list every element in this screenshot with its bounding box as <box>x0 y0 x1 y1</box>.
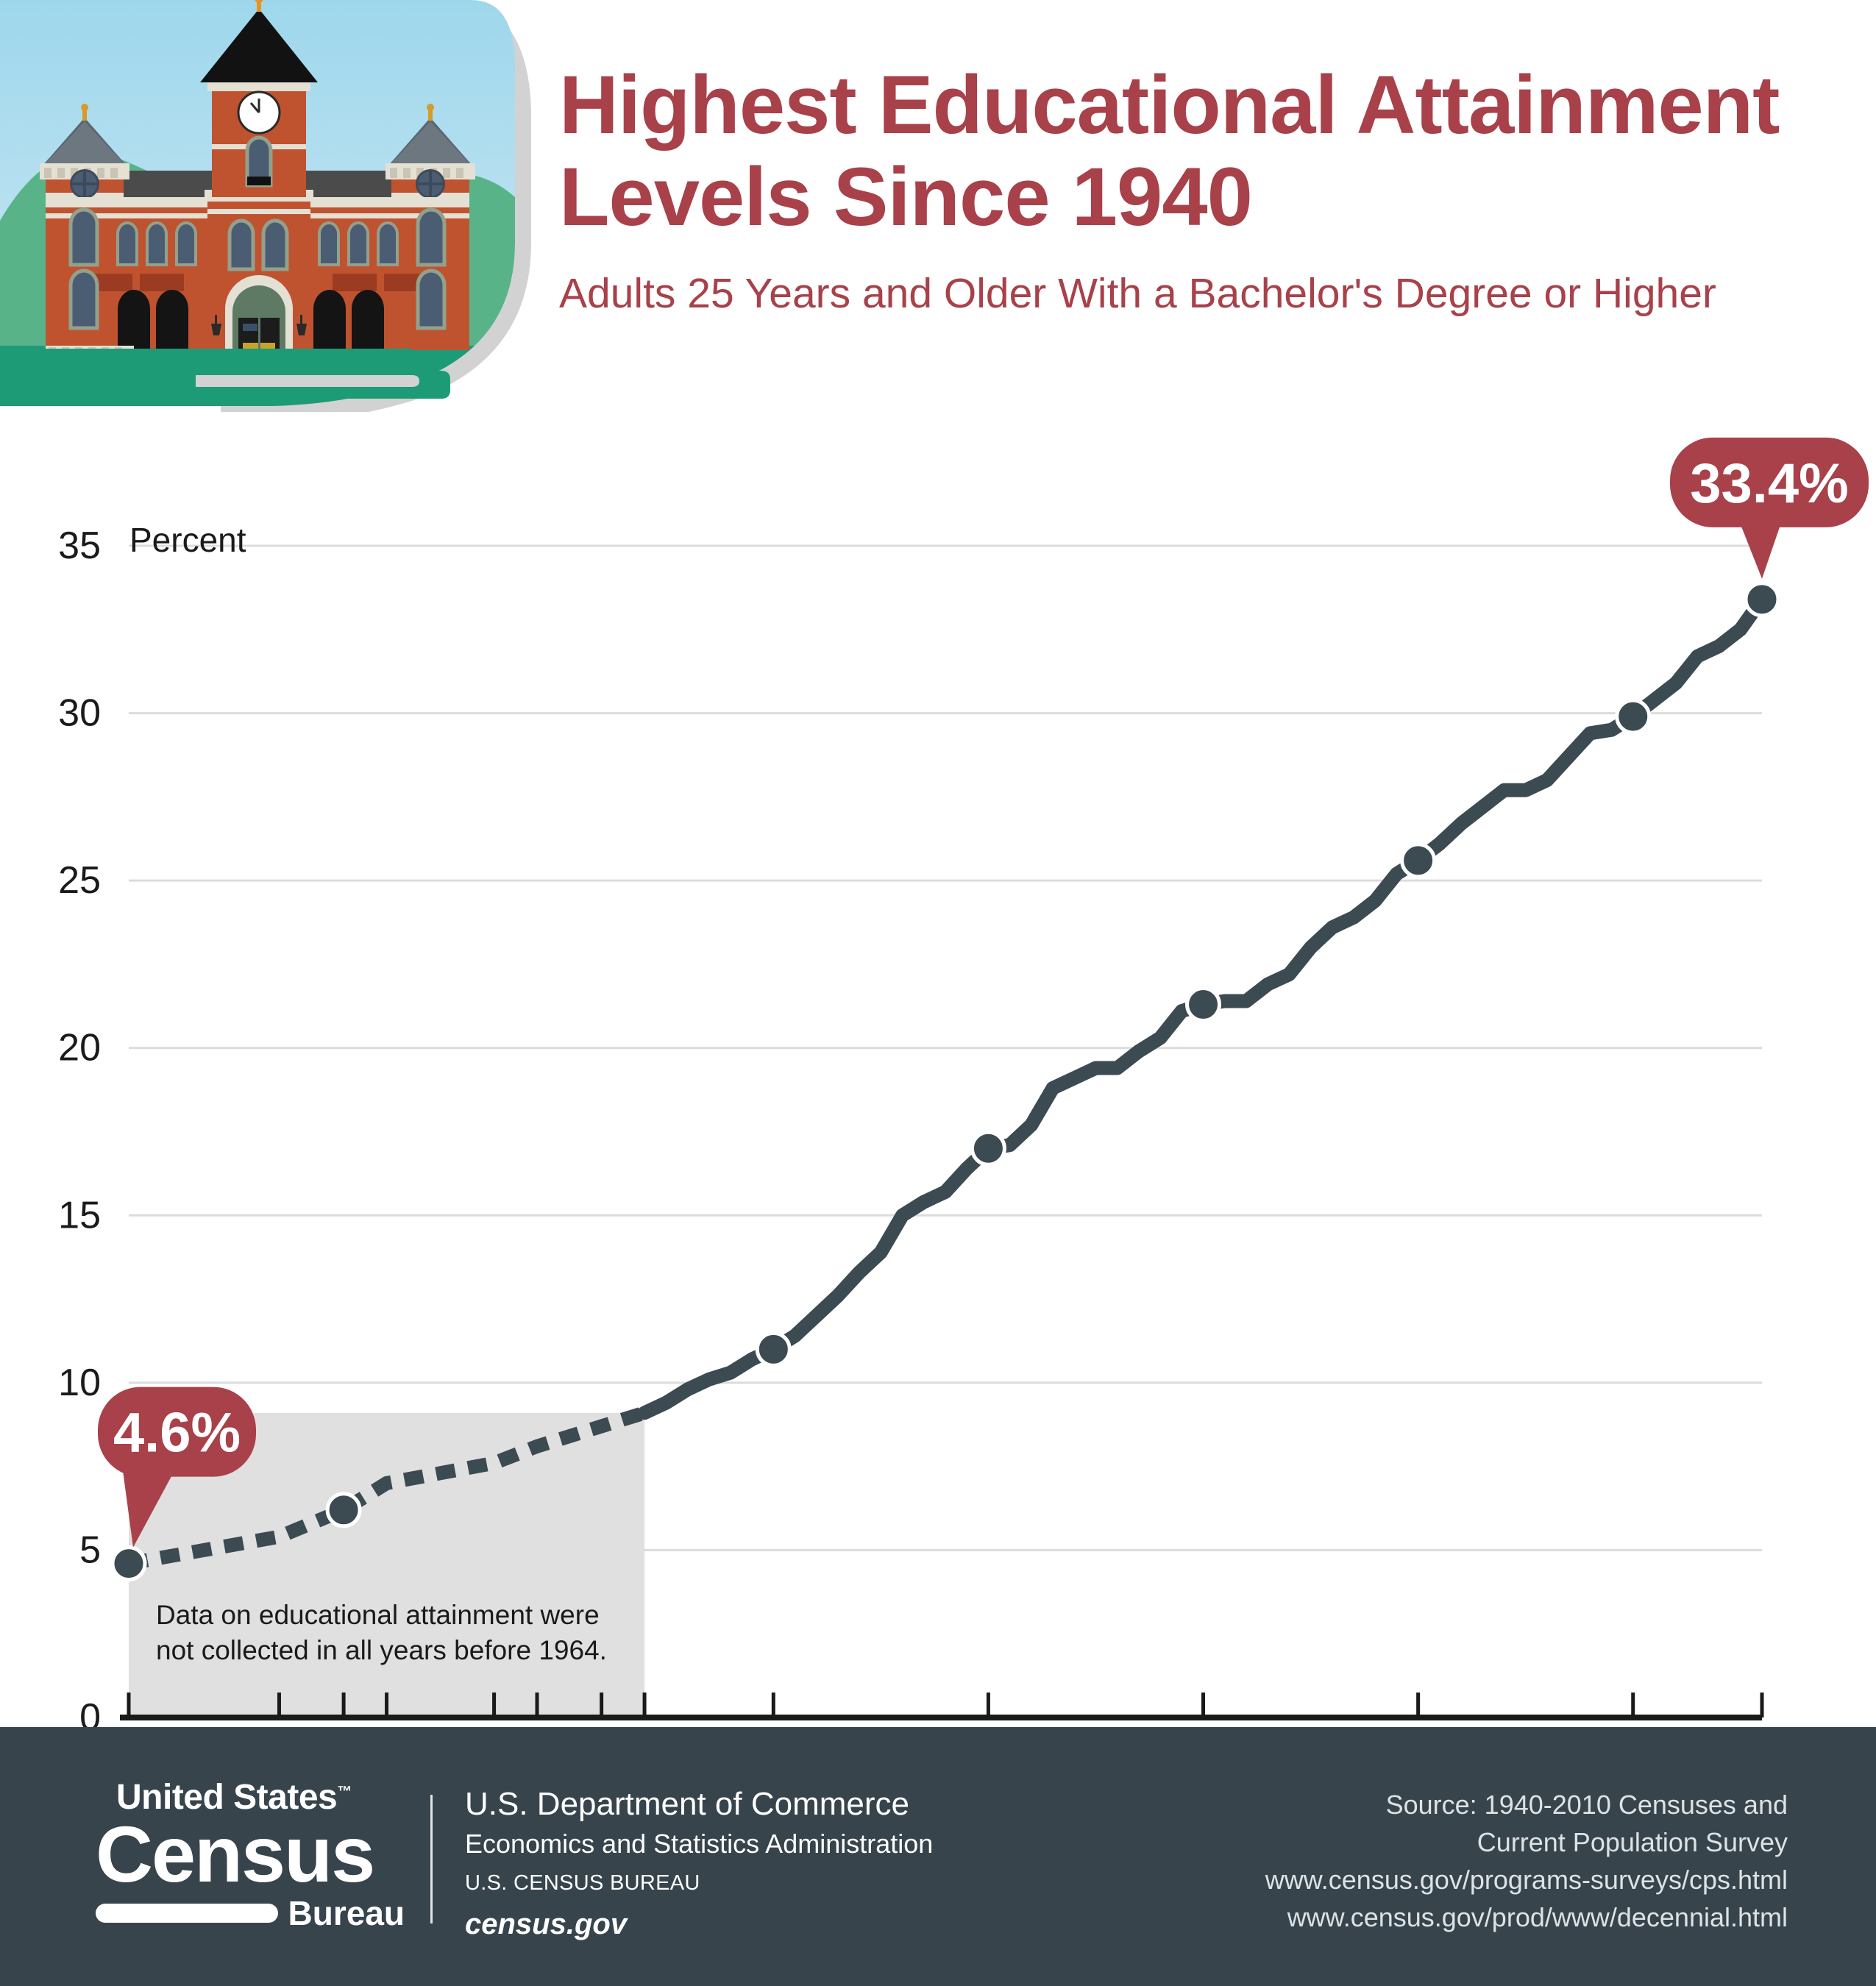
data-point-marker <box>1744 581 1780 618</box>
x-axis-ticks <box>127 1693 1764 1718</box>
data-point-markers <box>110 581 1780 1582</box>
data-point-marker <box>1615 698 1652 735</box>
logo-census-wordmark: Census <box>96 1809 375 1898</box>
callout-tail <box>1740 522 1781 579</box>
y-tick-label: 15 <box>58 1194 101 1236</box>
y-tick-label: 0 <box>79 1696 101 1729</box>
footer: United States™ Census Bureau U.S. Depart… <box>0 1727 1876 1986</box>
data-point-marker <box>325 1492 362 1528</box>
y-tick-label: 20 <box>58 1027 101 1069</box>
area-fill <box>129 1412 645 1718</box>
y-tick-label: 10 <box>58 1362 101 1404</box>
department-block: U.S. Department of Commerce Economics an… <box>465 1784 933 1942</box>
logo-bureau-text: Bureau <box>288 1893 405 1932</box>
facade-window-frames <box>116 221 399 266</box>
y-axis-tick-labels: 0 5 10 15 20 25 30 35 <box>58 524 101 1729</box>
page-subtitle: Adults 25 Years and Older With a Bachelo… <box>559 269 1716 317</box>
trademark-icon: ™ <box>337 1784 352 1800</box>
gridlines <box>129 544 1762 1551</box>
logo-bureau-row: Bureau <box>96 1896 405 1930</box>
census-bureau-logo: United States™ Census Bureau <box>96 1780 405 1930</box>
data-point-marker <box>970 1130 1006 1167</box>
department-bureau: U.S. CENSUS BUREAU <box>465 1871 700 1896</box>
value-callout: 4.6% <box>98 1387 256 1548</box>
data-point-marker <box>110 1545 147 1582</box>
source-block: Source: 1940-2010 Censuses and Current P… <box>1265 1786 1788 1936</box>
logo-united-states: United States™ <box>116 1780 405 1815</box>
y-tick-label: 35 <box>58 524 101 567</box>
ground-arches <box>118 290 384 350</box>
callout-tail <box>123 1470 174 1548</box>
source-link-cps[interactable]: www.census.gov/programs-surveys/cps.html <box>1265 1865 1788 1896</box>
facade-windows <box>118 223 397 265</box>
source-line-1: Source: 1940-2010 Censuses and <box>1385 1790 1788 1820</box>
logo-united-states-text: United States <box>116 1778 338 1817</box>
y-tick-label: 25 <box>58 859 101 902</box>
data-point-marker <box>1185 986 1222 1023</box>
footer-divider <box>430 1795 433 1923</box>
value-callouts: 4.6% 33.4% <box>98 437 1869 1548</box>
title-block: Highest Educational Attainment Levels Si… <box>559 59 1832 318</box>
department-subunit: Economics and Statistics Administration <box>465 1828 934 1859</box>
page-title: Highest Educational Attainment Levels Si… <box>559 59 1780 243</box>
source-link-decennial[interactable]: www.census.gov/prod/www/decennial.html <box>1287 1902 1788 1933</box>
header: Highest Educational Attainment Levels Si… <box>0 0 1876 422</box>
value-callout: 33.4% <box>1670 437 1869 579</box>
y-tick-label: 30 <box>58 692 101 735</box>
tower-windows <box>68 207 447 330</box>
department-name: U.S. Department of Commerce <box>465 1786 909 1822</box>
university-building-illustration <box>0 0 544 422</box>
y-axis-label: Percent <box>129 521 246 559</box>
dashed-line-segment <box>127 1406 647 1570</box>
data-point-marker <box>1400 842 1437 879</box>
callout-label: 4.6% <box>113 1402 241 1464</box>
annotation-line-1: Data on educational attainment were <box>156 1600 600 1630</box>
shaded-area-under-dashes <box>129 1412 645 1718</box>
logo-bar-shape <box>96 1903 278 1923</box>
tower-spire <box>200 9 318 82</box>
callout-bubble <box>98 1387 256 1477</box>
data-point-marker <box>755 1331 792 1367</box>
foreground-band-1 <box>16 349 412 371</box>
callout-label: 33.4% <box>1690 452 1849 515</box>
y-tick-label: 5 <box>79 1528 101 1571</box>
callout-bubble <box>1670 437 1869 527</box>
foreground-gray-stripe <box>196 375 419 387</box>
census-gov-link[interactable]: census.gov <box>465 1908 628 1941</box>
source-line-2: Current Population Survey <box>1477 1827 1788 1858</box>
annotation-line-2: not collected in all years before 1964. <box>156 1635 607 1665</box>
